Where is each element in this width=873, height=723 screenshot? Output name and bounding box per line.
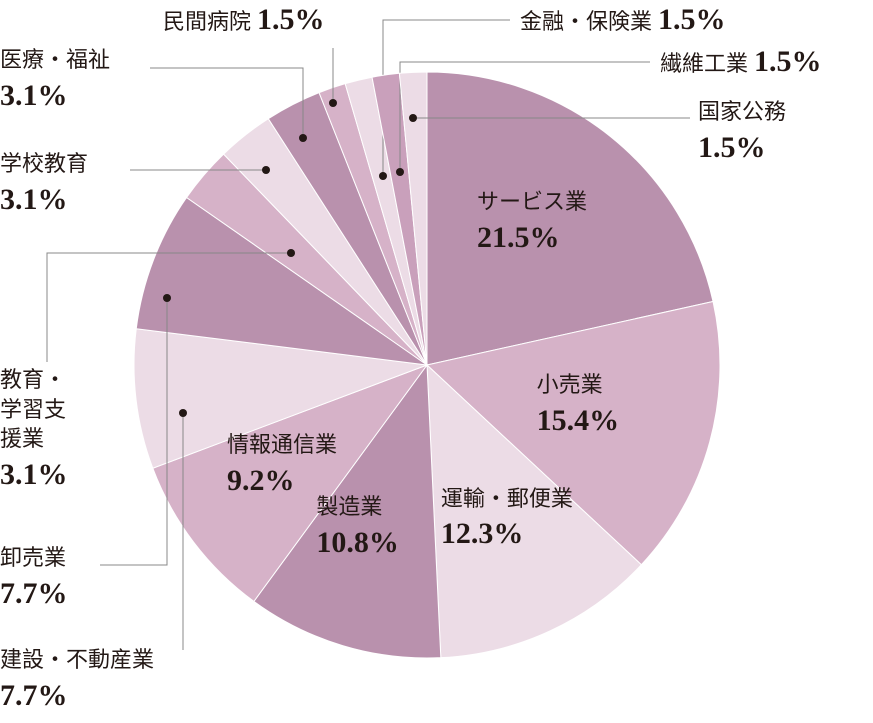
leader-dot — [262, 166, 270, 174]
slice-label: 学校教育 3.1% — [0, 150, 200, 220]
value-label: 3.1% — [0, 182, 68, 216]
category-label: サービス業 — [477, 189, 588, 215]
slice-label: 繊維工業 1.5% — [660, 42, 873, 83]
slice-label: 情報通信業 9.2% — [227, 431, 397, 501]
pie-slice — [152, 363, 429, 603]
value-label: 7.7% — [0, 576, 68, 610]
value-label: 3.1% — [0, 458, 68, 492]
leader-dot — [379, 172, 387, 180]
value-label: 1.5% — [658, 3, 726, 36]
slice-label: 運輸・郵便業 12.3% — [441, 485, 611, 555]
leader-dot — [396, 168, 404, 176]
pie-slice — [253, 363, 442, 659]
value-label: 7.7% — [0, 678, 68, 712]
category-label: 学校教育 — [0, 152, 89, 177]
pie-slice — [398, 71, 428, 366]
value-label: 1.5% — [257, 3, 325, 36]
pie-slice — [133, 328, 428, 469]
leader-line — [46, 252, 291, 362]
category-label: 運輸・郵便業 — [440, 486, 573, 512]
value-label: 10.8% — [316, 526, 399, 560]
leader-dot — [287, 249, 295, 257]
value-label: 21.5% — [477, 220, 560, 254]
leader-dot — [409, 114, 417, 122]
slice-label: 建設・不動産業 7.7% — [0, 646, 220, 716]
category-label: 小売業 — [536, 373, 603, 399]
slice-label: 小売業 15.4% — [537, 371, 707, 441]
slice-label: サービス業 21.5% — [477, 188, 647, 258]
leader-line — [150, 67, 304, 138]
category-label: 製造業 — [316, 495, 383, 521]
leader-dot — [329, 99, 337, 107]
pie-slice — [426, 71, 714, 366]
value-label: 9.2% — [226, 463, 295, 497]
leader-line — [399, 61, 650, 172]
category-label: 卸売業 — [0, 546, 67, 571]
value-label: 12.3% — [440, 517, 524, 551]
pie-slice — [426, 363, 643, 659]
category-label: 教育・学習支援業 — [0, 368, 67, 453]
slice-label: 卸売業 7.7% — [0, 544, 200, 614]
category-label: 繊維工業 — [660, 52, 749, 77]
value-label: 3.1% — [0, 78, 68, 112]
category-label: 建設・不動産業 — [0, 648, 155, 673]
category-label: 金融・保険業 — [520, 10, 653, 35]
value-label: 15.4% — [536, 403, 620, 437]
pie-slice — [135, 196, 428, 366]
slice-label: 民間病院 1.5% — [163, 0, 423, 41]
slice-label: 教育・学習支援業 3.1% — [0, 366, 80, 496]
category-label: 民間病院 — [163, 10, 252, 35]
leader-dot — [299, 134, 307, 142]
value-label: 1.5% — [698, 130, 766, 164]
value-label: 1.5% — [754, 45, 822, 78]
slice-label: 製造業 10.8% — [316, 493, 486, 563]
slice-label: 国家公務 1.5% — [698, 98, 868, 168]
category-label: 医療・福祉 — [0, 48, 111, 73]
category-label: 情報通信業 — [226, 433, 337, 459]
leader-dot — [163, 294, 171, 302]
category-label: 国家公務 — [698, 100, 787, 125]
slice-label: 医療・福祉 3.1% — [0, 46, 200, 116]
slice-label: 金融・保険業 1.5% — [520, 0, 820, 41]
pie-slice — [425, 300, 721, 566]
leader-line — [100, 298, 168, 566]
leader-dot — [179, 409, 187, 417]
